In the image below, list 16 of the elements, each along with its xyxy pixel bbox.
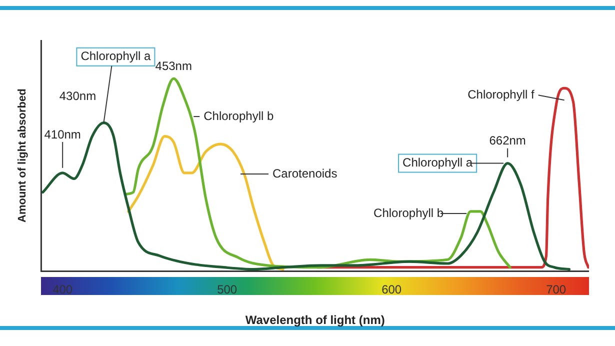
text: Carotenoids [272, 166, 338, 180]
series-label: Chlorophyll f [468, 87, 535, 102]
x-axis-title: Wavelength of light (nm) [245, 313, 385, 328]
annotation: Chlorophyll b [374, 206, 444, 220]
x-tick-label: 700 [546, 282, 566, 297]
annotation: 453nm [155, 58, 192, 73]
annotation: Chlorophyll a [402, 156, 473, 170]
text: Chlorophyll a [80, 49, 152, 64]
annotation: 410nm [44, 127, 81, 142]
x-tick-label: 400 [52, 282, 73, 297]
annotation: 662nm [489, 134, 526, 148]
series-label: Chlorophyll b [204, 108, 274, 123]
x-tick-label: 600 [382, 282, 402, 297]
y-axis-title: Amount of light absorbed [16, 88, 29, 223]
annotation: 430nm [59, 89, 96, 104]
x-tick-label: 500 [217, 282, 238, 297]
